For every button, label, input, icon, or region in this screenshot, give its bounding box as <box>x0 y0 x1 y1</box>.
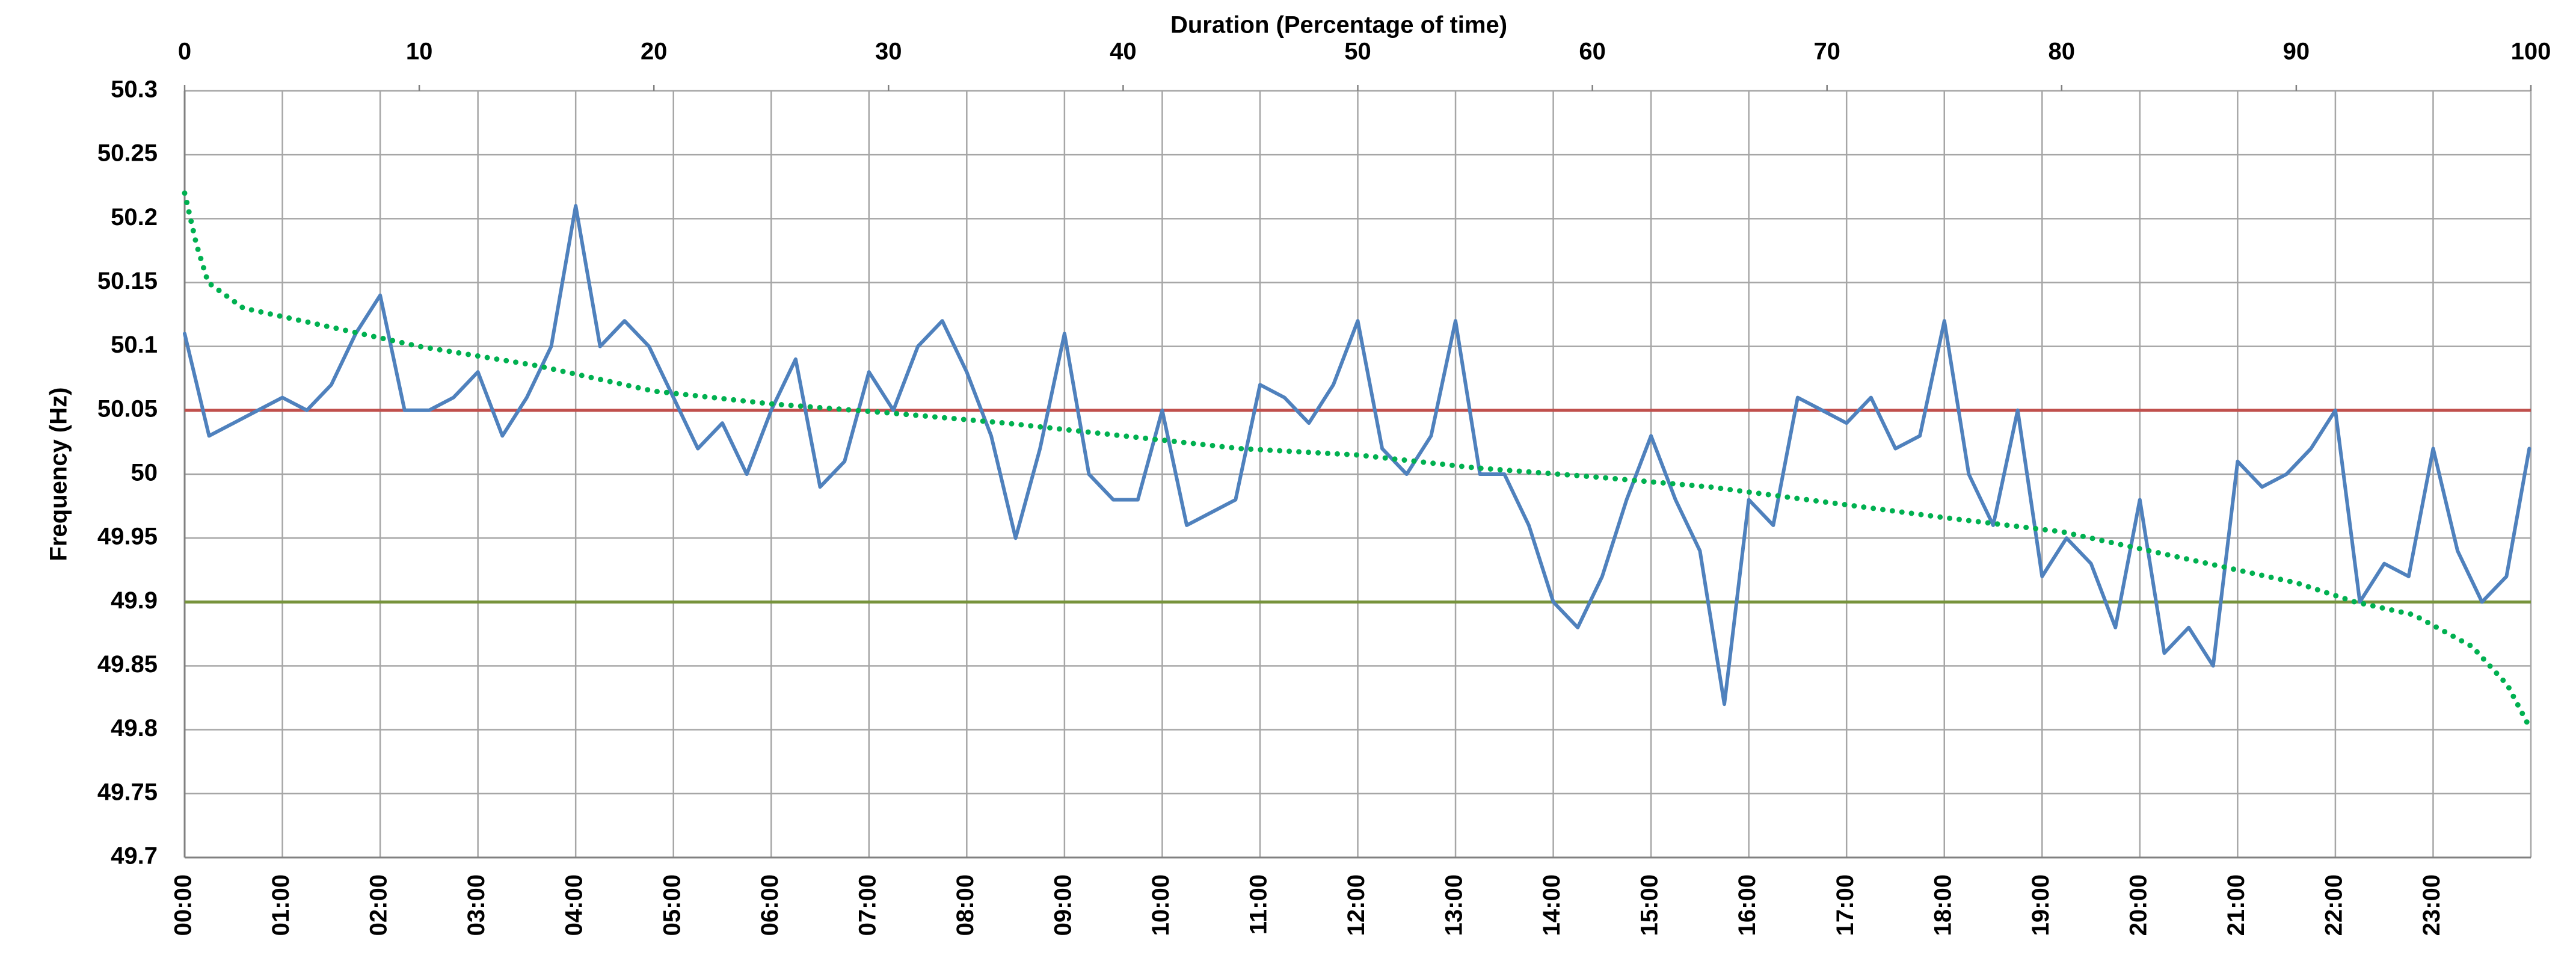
x-tick-label: 06:00 <box>757 874 783 936</box>
x2-tick-label: 40 <box>1110 39 1137 65</box>
y-tick-label: 50.2 <box>111 204 158 230</box>
y-tick-label: 50.1 <box>111 332 158 358</box>
y-tick-label: 50 <box>131 460 158 486</box>
x2-tick-label: 100 <box>2511 39 2551 65</box>
x-tick-label: 07:00 <box>854 874 881 936</box>
x2-axis-title: Duration (Percentage of time) <box>1170 12 1507 39</box>
x-tick-label: 05:00 <box>659 874 685 936</box>
y-tick-label: 49.75 <box>97 779 158 805</box>
x-tick-label: 01:00 <box>268 874 294 936</box>
x-tick-label: 09:00 <box>1050 874 1076 936</box>
x-tick-label: 02:00 <box>366 874 392 936</box>
y-tick-label: 50.3 <box>111 76 158 103</box>
x-tick-label: 22:00 <box>2320 874 2347 936</box>
x-tick-label: 16:00 <box>1734 874 1760 936</box>
x-tick-label: 17:00 <box>1832 874 1858 936</box>
x2-tick-label: 80 <box>2049 39 2076 65</box>
x-tick-label: 04:00 <box>561 874 588 936</box>
y-tick-label: 50.15 <box>97 268 158 294</box>
y-axis-title: Frequency (Hz) <box>46 388 72 561</box>
x-tick-label: 11:00 <box>1246 874 1272 935</box>
x2-tick-label: 60 <box>1579 39 1606 65</box>
y-tick-label: 49.95 <box>97 524 158 550</box>
x-tick-label: 20:00 <box>2125 874 2151 936</box>
x2-tick-label: 90 <box>2283 39 2310 65</box>
x-tick-label: 21:00 <box>2223 874 2249 936</box>
x-tick-label: 23:00 <box>2418 874 2445 936</box>
duration-curve <box>182 190 2534 733</box>
y-tick-label: 50.25 <box>97 140 158 167</box>
x2-tick-label: 0 <box>178 39 191 65</box>
y-tick-label: 50.05 <box>97 395 158 422</box>
x2-tick-label: 10 <box>406 39 433 65</box>
x-tick-label: 15:00 <box>1637 874 1663 936</box>
y-tick-label: 49.8 <box>111 715 158 741</box>
x-tick-label: 19:00 <box>2027 874 2054 936</box>
x2-tick-label: 20 <box>641 39 668 65</box>
x-tick-label: 10:00 <box>1148 874 1174 936</box>
x-tick-label: 14:00 <box>1539 874 1565 936</box>
x2-tick-label: 30 <box>875 39 902 65</box>
x-tick-label: 00:00 <box>170 874 197 936</box>
x2-tick-label: 50 <box>1344 39 1371 65</box>
x-tick-label: 18:00 <box>1929 874 1956 936</box>
frequency-line <box>183 204 2531 706</box>
x-tick-label: 03:00 <box>463 874 490 936</box>
x-tick-label: 13:00 <box>1441 874 1468 936</box>
x2-tick-label: 70 <box>1813 39 1840 65</box>
x-tick-label: 12:00 <box>1343 874 1369 936</box>
x-tick-label: 08:00 <box>952 874 979 936</box>
y-tick-label: 49.85 <box>97 651 158 678</box>
y-tick-label: 49.7 <box>111 843 158 870</box>
y-tick-label: 49.9 <box>111 587 158 614</box>
